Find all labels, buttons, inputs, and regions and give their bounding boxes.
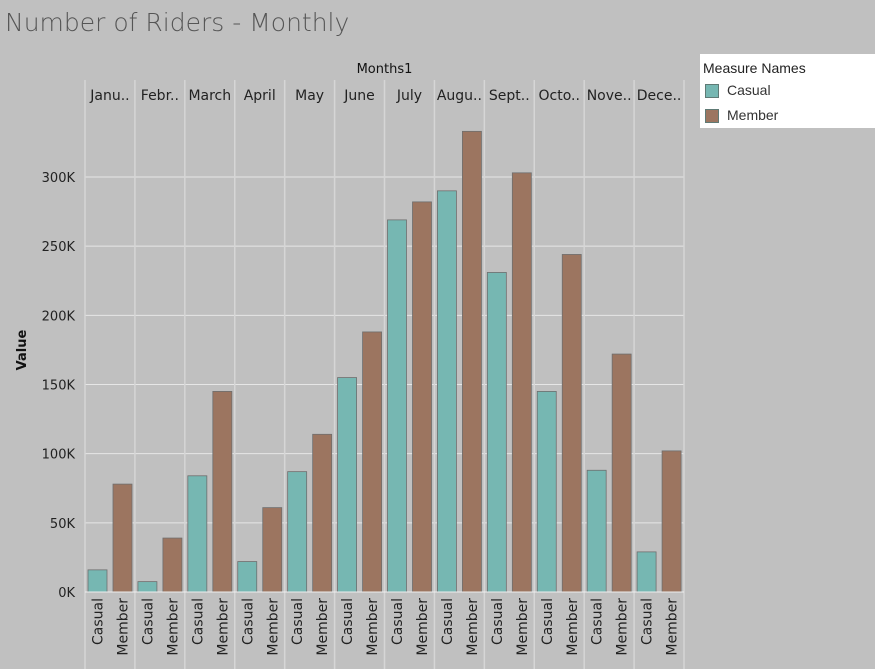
y-axis-title: Value (15, 329, 30, 370)
y-tick-label: 0K (58, 586, 75, 601)
x-measure-label: Member (365, 598, 381, 656)
legend-title: Measure Names (703, 60, 806, 76)
bar-casual (536, 391, 557, 593)
bar-member (661, 450, 682, 593)
x-measure-label: Casual (540, 598, 556, 645)
chart-title: Number of Riders - Monthly (5, 8, 350, 37)
month-label: Nove.. (587, 88, 632, 104)
x-measure-label: Member (315, 598, 331, 656)
month-label: June (343, 88, 375, 104)
bar-casual (486, 272, 507, 593)
month-label: July (396, 88, 422, 104)
month-label: Sept.. (489, 88, 530, 104)
bar-member (611, 353, 632, 593)
bar-member (412, 201, 432, 593)
y-tick-label: 50K (50, 517, 76, 532)
bar-member (362, 331, 382, 593)
month-label: Augu.. (437, 88, 482, 104)
x-measure-label: Member (665, 598, 681, 656)
bar-casual (87, 569, 108, 593)
x-measure-label: Member (515, 598, 531, 656)
bar-casual (187, 475, 208, 593)
column-header: Months1 (357, 62, 413, 77)
x-measure-label: Casual (290, 598, 306, 645)
bar-member (112, 483, 133, 593)
month-label: Octo.. (538, 88, 579, 104)
bar-member (511, 172, 532, 593)
bar-member (262, 507, 283, 593)
x-measure-label: Casual (640, 598, 656, 645)
x-measure-label: Member (465, 598, 481, 656)
bar-member (212, 391, 233, 593)
legend-label: Casual (727, 82, 771, 98)
bar-casual (586, 469, 607, 593)
bar-casual (636, 551, 657, 593)
x-measure-label: Member (265, 598, 281, 656)
bar-casual (287, 471, 308, 593)
x-measure-label: Casual (490, 598, 506, 645)
bar-casual (137, 581, 158, 593)
x-measure-label: Member (116, 598, 132, 656)
bar-casual (387, 219, 407, 593)
y-tick-label: 250K (42, 240, 76, 255)
month-label: Janu.. (89, 88, 129, 104)
bar-member (462, 130, 482, 593)
month-label: April (244, 88, 276, 104)
bar-member (162, 537, 183, 593)
x-measure-label: Casual (91, 598, 107, 645)
x-measure-label: Casual (140, 598, 156, 645)
bar-casual (237, 561, 258, 593)
y-tick-label: 300K (42, 171, 76, 186)
month-label: Febr.. (141, 88, 179, 104)
legend-swatch (705, 109, 719, 123)
x-measure-label: Member (615, 598, 631, 656)
x-measure-label: Casual (240, 598, 256, 645)
y-tick-label: 100K (42, 448, 76, 463)
x-measure-label: Member (215, 598, 231, 656)
month-label: May (295, 88, 324, 104)
bar-member (312, 433, 333, 593)
x-measure-label: Member (165, 598, 181, 656)
x-measure-label: Member (415, 598, 431, 656)
legend[interactable]: Measure Names Casual Member (700, 54, 875, 128)
x-measure-label: Casual (190, 598, 206, 645)
y-tick-label: 200K (42, 309, 76, 324)
x-measure-label: Casual (590, 598, 606, 645)
bar-member (561, 254, 582, 593)
bar-casual (437, 190, 457, 593)
legend-swatch (705, 84, 719, 98)
month-label: Dece.. (637, 88, 682, 104)
x-measure-label: Casual (390, 598, 406, 645)
x-measure-label: Casual (440, 598, 456, 645)
month-label: March (188, 88, 231, 104)
bar-casual (337, 377, 357, 593)
x-measure-label: Casual (340, 598, 356, 645)
y-tick-label: 150K (42, 379, 76, 394)
legend-label: Member (727, 107, 779, 123)
x-measure-label: Member (565, 598, 581, 656)
